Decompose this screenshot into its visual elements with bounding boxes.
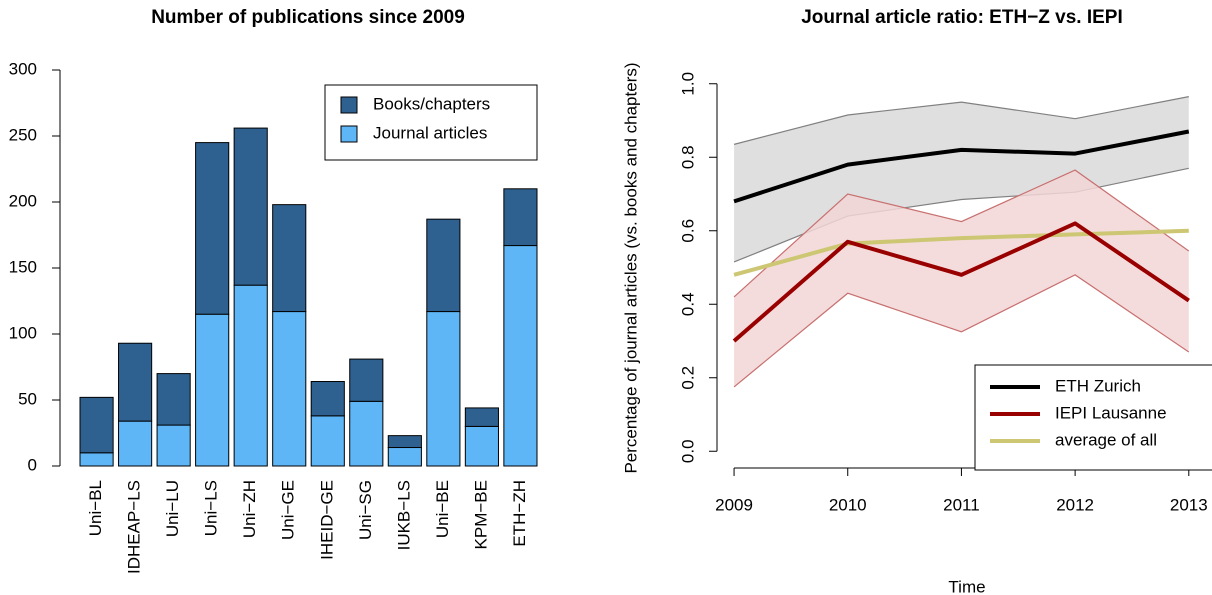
x-tick-label: Uni−LS [202, 480, 221, 536]
chart-title: Journal article ratio: ETH−Z vs. IEPI [801, 7, 1123, 28]
x-tick-label: 2011 [943, 495, 980, 514]
band-edge [733, 96, 1189, 145]
y-axis-label: Percentage of journal articles (vs. book… [621, 62, 640, 473]
x-tick-label: IHEID−GE [317, 480, 336, 560]
bar-segment [349, 358, 384, 402]
bar-segment [387, 447, 422, 467]
bar-segment [426, 218, 461, 313]
legend-swatch [340, 125, 358, 143]
bar-segment [503, 245, 538, 467]
bar-segment [195, 313, 230, 467]
x-tick-label: Uni−BE [433, 480, 452, 538]
x-tick-label: Uni−SG [356, 480, 375, 540]
x-tick-label: Uni−LU [163, 480, 182, 537]
y-tick-label: 50 [18, 389, 37, 408]
x-tick-label: IUKB−LS [394, 480, 413, 550]
legend-label: ETH Zurich [1055, 376, 1141, 395]
y-tick-label: 300 [9, 59, 37, 78]
x-tick-label: Uni−ZH [240, 480, 259, 538]
bar-segment [310, 381, 345, 417]
y-tick-label: 200 [9, 191, 37, 210]
bar-segment [233, 127, 268, 286]
bar-segment [118, 420, 153, 467]
y-tick-label: 250 [9, 125, 37, 144]
bar-segment [233, 284, 268, 467]
bar-segment [464, 407, 499, 427]
bar-segment [195, 142, 230, 315]
x-tick-label: Uni−GE [279, 480, 298, 540]
legend-swatch [340, 96, 358, 114]
line [732, 221, 1190, 343]
bar-segment [118, 342, 153, 422]
bar-segment [310, 415, 345, 467]
bar-segment [79, 396, 114, 454]
bar-segment [503, 188, 538, 247]
x-tick-label: Uni−BL [86, 480, 105, 536]
bar-segment [272, 311, 307, 467]
legend-label: Journal articles [373, 123, 487, 142]
y-tick-label: 0.6 [678, 219, 697, 243]
y-tick-label: 0.0 [678, 439, 697, 463]
y-tick-label: 1.0 [678, 72, 697, 96]
bar-segment [464, 425, 499, 467]
bar-segment [156, 424, 191, 467]
legend-box [974, 364, 1212, 471]
bar-segment [156, 373, 191, 426]
y-tick-label: 100 [9, 323, 37, 342]
bar-segment [349, 400, 384, 467]
y-tick-label: 150 [9, 257, 37, 276]
legend-box [324, 84, 538, 161]
bar-segment [426, 311, 461, 467]
x-tick-label: 2009 [715, 495, 753, 514]
x-axis-label: Time [948, 577, 985, 595]
x-tick-label: 2012 [1056, 495, 1094, 514]
y-tick-label: 0.4 [678, 292, 697, 316]
legend-label: IEPI Lausanne [1055, 403, 1167, 422]
confidence-band [734, 96, 1189, 262]
bar-segment [79, 452, 114, 467]
legend-label: average of all [1055, 430, 1157, 449]
band-edge [733, 274, 1190, 388]
y-tick-label: 0.2 [678, 366, 697, 390]
x-tick-label: IDHEAP−LS [125, 480, 144, 574]
x-tick-label: 2010 [829, 495, 867, 514]
legend-label: Books/chapters [373, 94, 490, 113]
y-tick-label: 0.8 [678, 145, 697, 169]
band-edge [733, 169, 1190, 298]
line [733, 228, 1189, 277]
x-tick-label: ETH−ZH [510, 480, 529, 547]
x-tick-label: 2013 [1170, 495, 1208, 514]
bar-segment [387, 435, 422, 449]
line [733, 129, 1190, 204]
x-tick-label: KPM−BE [471, 480, 490, 549]
bar-segment [272, 204, 307, 313]
chart-title: Number of publications since 2009 [151, 7, 465, 28]
y-tick-label: 0 [28, 455, 37, 474]
